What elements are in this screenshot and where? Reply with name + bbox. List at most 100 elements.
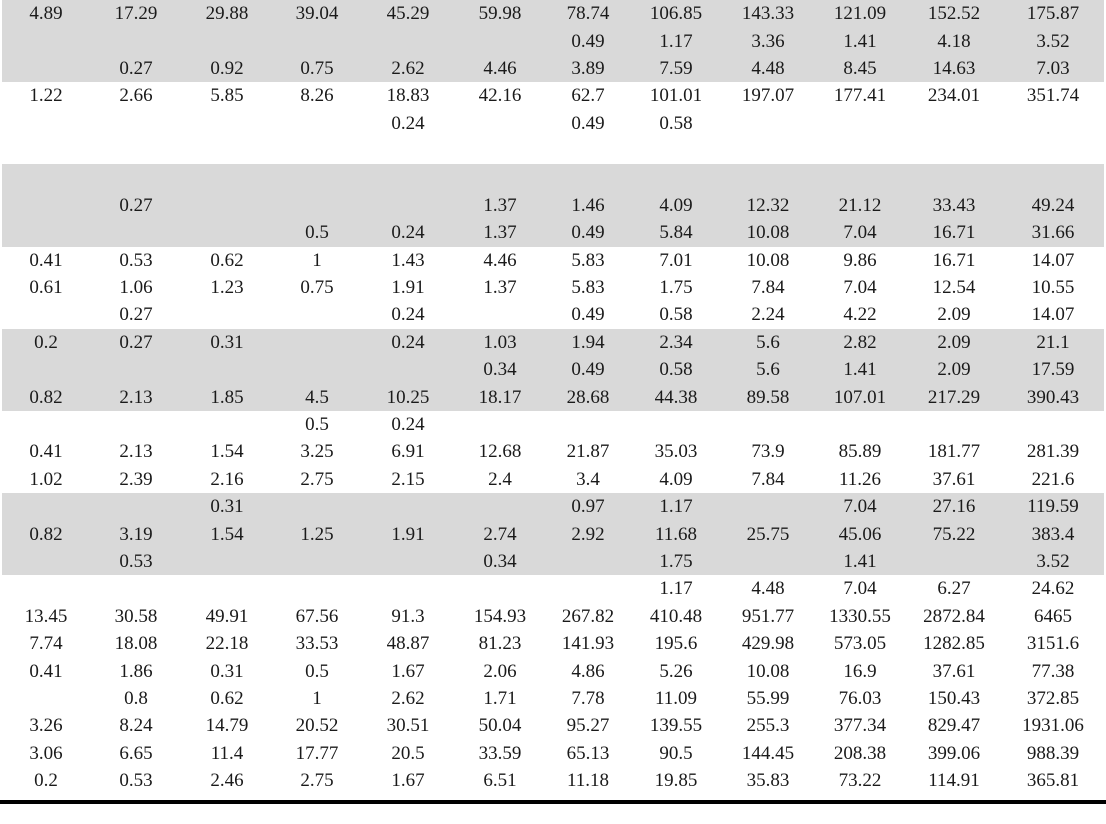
table-cell: 3.4 <box>576 468 600 490</box>
table-cell: 30.58 <box>114 605 158 627</box>
table-cell: 2.62 <box>391 687 425 709</box>
table-cell: 49.91 <box>205 605 249 627</box>
table-cell: 0.2 <box>34 770 58 792</box>
table-row: 3.06 6.65 11.4 17.77 20.5 33.59 65.13 90.5 144.4… <box>2 740 1104 767</box>
table-cell <box>2 164 90 192</box>
table-cell: 17.29 <box>90 0 182 28</box>
table-cell: 12.68 <box>478 441 522 463</box>
table-cell: 6.51 <box>483 770 517 792</box>
table-cell: 1.22 <box>29 85 63 107</box>
table-cell: 5.83 <box>571 249 605 271</box>
table-row <box>2 164 1104 192</box>
table-cell: 139.55 <box>649 715 703 737</box>
table-cell: 2.75 <box>300 770 334 792</box>
table-row: 0.27 0.92 0.75 2.62 4.46 3.89 7.59 4.48 8.45 14.6… <box>2 54 1104 83</box>
table-cell: 383.4 <box>1002 520 1104 548</box>
table-cell: 2.09 <box>906 356 1002 384</box>
table-cell: 0.62 <box>210 687 244 709</box>
table-cell <box>2 219 90 247</box>
table-row: 0.5 0.24 1.37 0.49 5.84 10.08 7.04 16.71 31.66 <box>2 219 1104 247</box>
table-cell <box>182 110 272 137</box>
table-cell: 2.09 <box>937 304 971 326</box>
table-cell: 141.93 <box>561 633 615 655</box>
table-cell: 1 <box>312 687 322 709</box>
table-cell: 0.75 <box>300 277 334 299</box>
table-cell <box>90 110 182 137</box>
table-cell: 0.62 <box>210 249 244 271</box>
table-cell: 3.25 <box>300 441 334 463</box>
table-cell <box>90 411 182 438</box>
table-cell: 0.97 <box>546 493 630 521</box>
table-cell: 410.48 <box>649 605 703 627</box>
table-cell: 1.25 <box>272 520 362 548</box>
table-cell: 11.09 <box>654 687 698 709</box>
table-cell: 73.22 <box>838 770 882 792</box>
table-cell: 5.26 <box>659 660 693 682</box>
table-cell: 10.25 <box>362 383 454 411</box>
table-cell: 0.58 <box>659 112 693 134</box>
table-cell <box>362 137 454 164</box>
table-cell: 7.04 <box>814 219 906 247</box>
table-cell: 0.24 <box>391 304 425 326</box>
table-cell: 8.26 <box>300 85 334 107</box>
table-cell: 829.47 <box>927 715 981 737</box>
table-cell: 0.49 <box>546 27 630 55</box>
table-cell <box>546 411 630 438</box>
table-cell <box>272 356 362 384</box>
table-row: 0.49 1.17 3.36 1.41 4.18 3.52 <box>2 27 1104 55</box>
table-cell <box>630 411 722 438</box>
table-cell: 3.52 <box>1002 547 1104 576</box>
table-row: 0.82 3.19 1.54 1.25 1.91 2.74 2.92 11.68 25.75 45… <box>2 520 1104 548</box>
table-cell: 4.46 <box>483 249 517 271</box>
table-cell: 90.5 <box>659 742 693 764</box>
table-cell: 81.23 <box>478 633 522 655</box>
table-cell <box>2 411 90 438</box>
table-cell: 281.39 <box>1026 441 1080 463</box>
table-cell: 0.53 <box>119 770 153 792</box>
table-cell: 0.31 <box>182 328 272 357</box>
table-cell: 1.06 <box>119 277 153 299</box>
table-cell: 1.91 <box>391 277 425 299</box>
table-cell <box>546 164 630 192</box>
table-row: 7.74 18.08 22.18 33.53 48.87 81.23 141.93 195.6… <box>2 630 1104 657</box>
table-cell: 4.09 <box>630 191 722 220</box>
table-cell: 20.52 <box>295 715 339 737</box>
table-cell <box>2 191 90 220</box>
table-cell: 4.18 <box>906 27 1002 55</box>
table-cell <box>272 191 362 220</box>
table-cell <box>454 301 546 328</box>
table-cell: 5.6 <box>722 356 814 384</box>
table-cell: 1.43 <box>391 249 425 271</box>
table-cell: 0.31 <box>210 660 244 682</box>
table-row: 0.34 0.49 0.58 5.6 1.41 2.09 17.59 <box>2 356 1104 384</box>
table-cell: 1.37 <box>454 191 546 220</box>
table-cell <box>454 27 546 55</box>
table-cell <box>906 110 1002 137</box>
table-cell: 2.13 <box>90 383 182 411</box>
table-cell: 1.54 <box>210 441 244 463</box>
table-cell: 114.91 <box>928 770 980 792</box>
table-cell <box>906 411 1002 438</box>
table-cell: 21.12 <box>814 191 906 220</box>
table-cell: 0.82 <box>2 520 90 548</box>
table-cell: 1.41 <box>814 547 906 576</box>
table-cell <box>362 356 454 384</box>
table-cell: 0.27 <box>119 304 153 326</box>
table-cell: 59.98 <box>454 0 546 28</box>
table-cell: 0.34 <box>454 547 546 576</box>
table-cell <box>272 328 362 357</box>
table-cell: 4.09 <box>659 468 693 490</box>
table-cell <box>272 27 362 55</box>
table-cell: 42.16 <box>478 85 522 107</box>
table-cell: 45.29 <box>362 0 454 28</box>
table-cell: 365.81 <box>1026 770 1080 792</box>
table-cell <box>272 137 362 164</box>
table-cell <box>182 575 272 602</box>
table-cell: 3.36 <box>722 27 814 55</box>
table-cell: 217.29 <box>906 383 1002 411</box>
table-cell <box>906 137 1002 164</box>
table-row: 0.24 0.49 0.58 <box>2 110 1104 137</box>
table-cell: 7.78 <box>571 687 605 709</box>
table-cell: 2.4 <box>488 468 512 490</box>
table-cell <box>362 164 454 192</box>
